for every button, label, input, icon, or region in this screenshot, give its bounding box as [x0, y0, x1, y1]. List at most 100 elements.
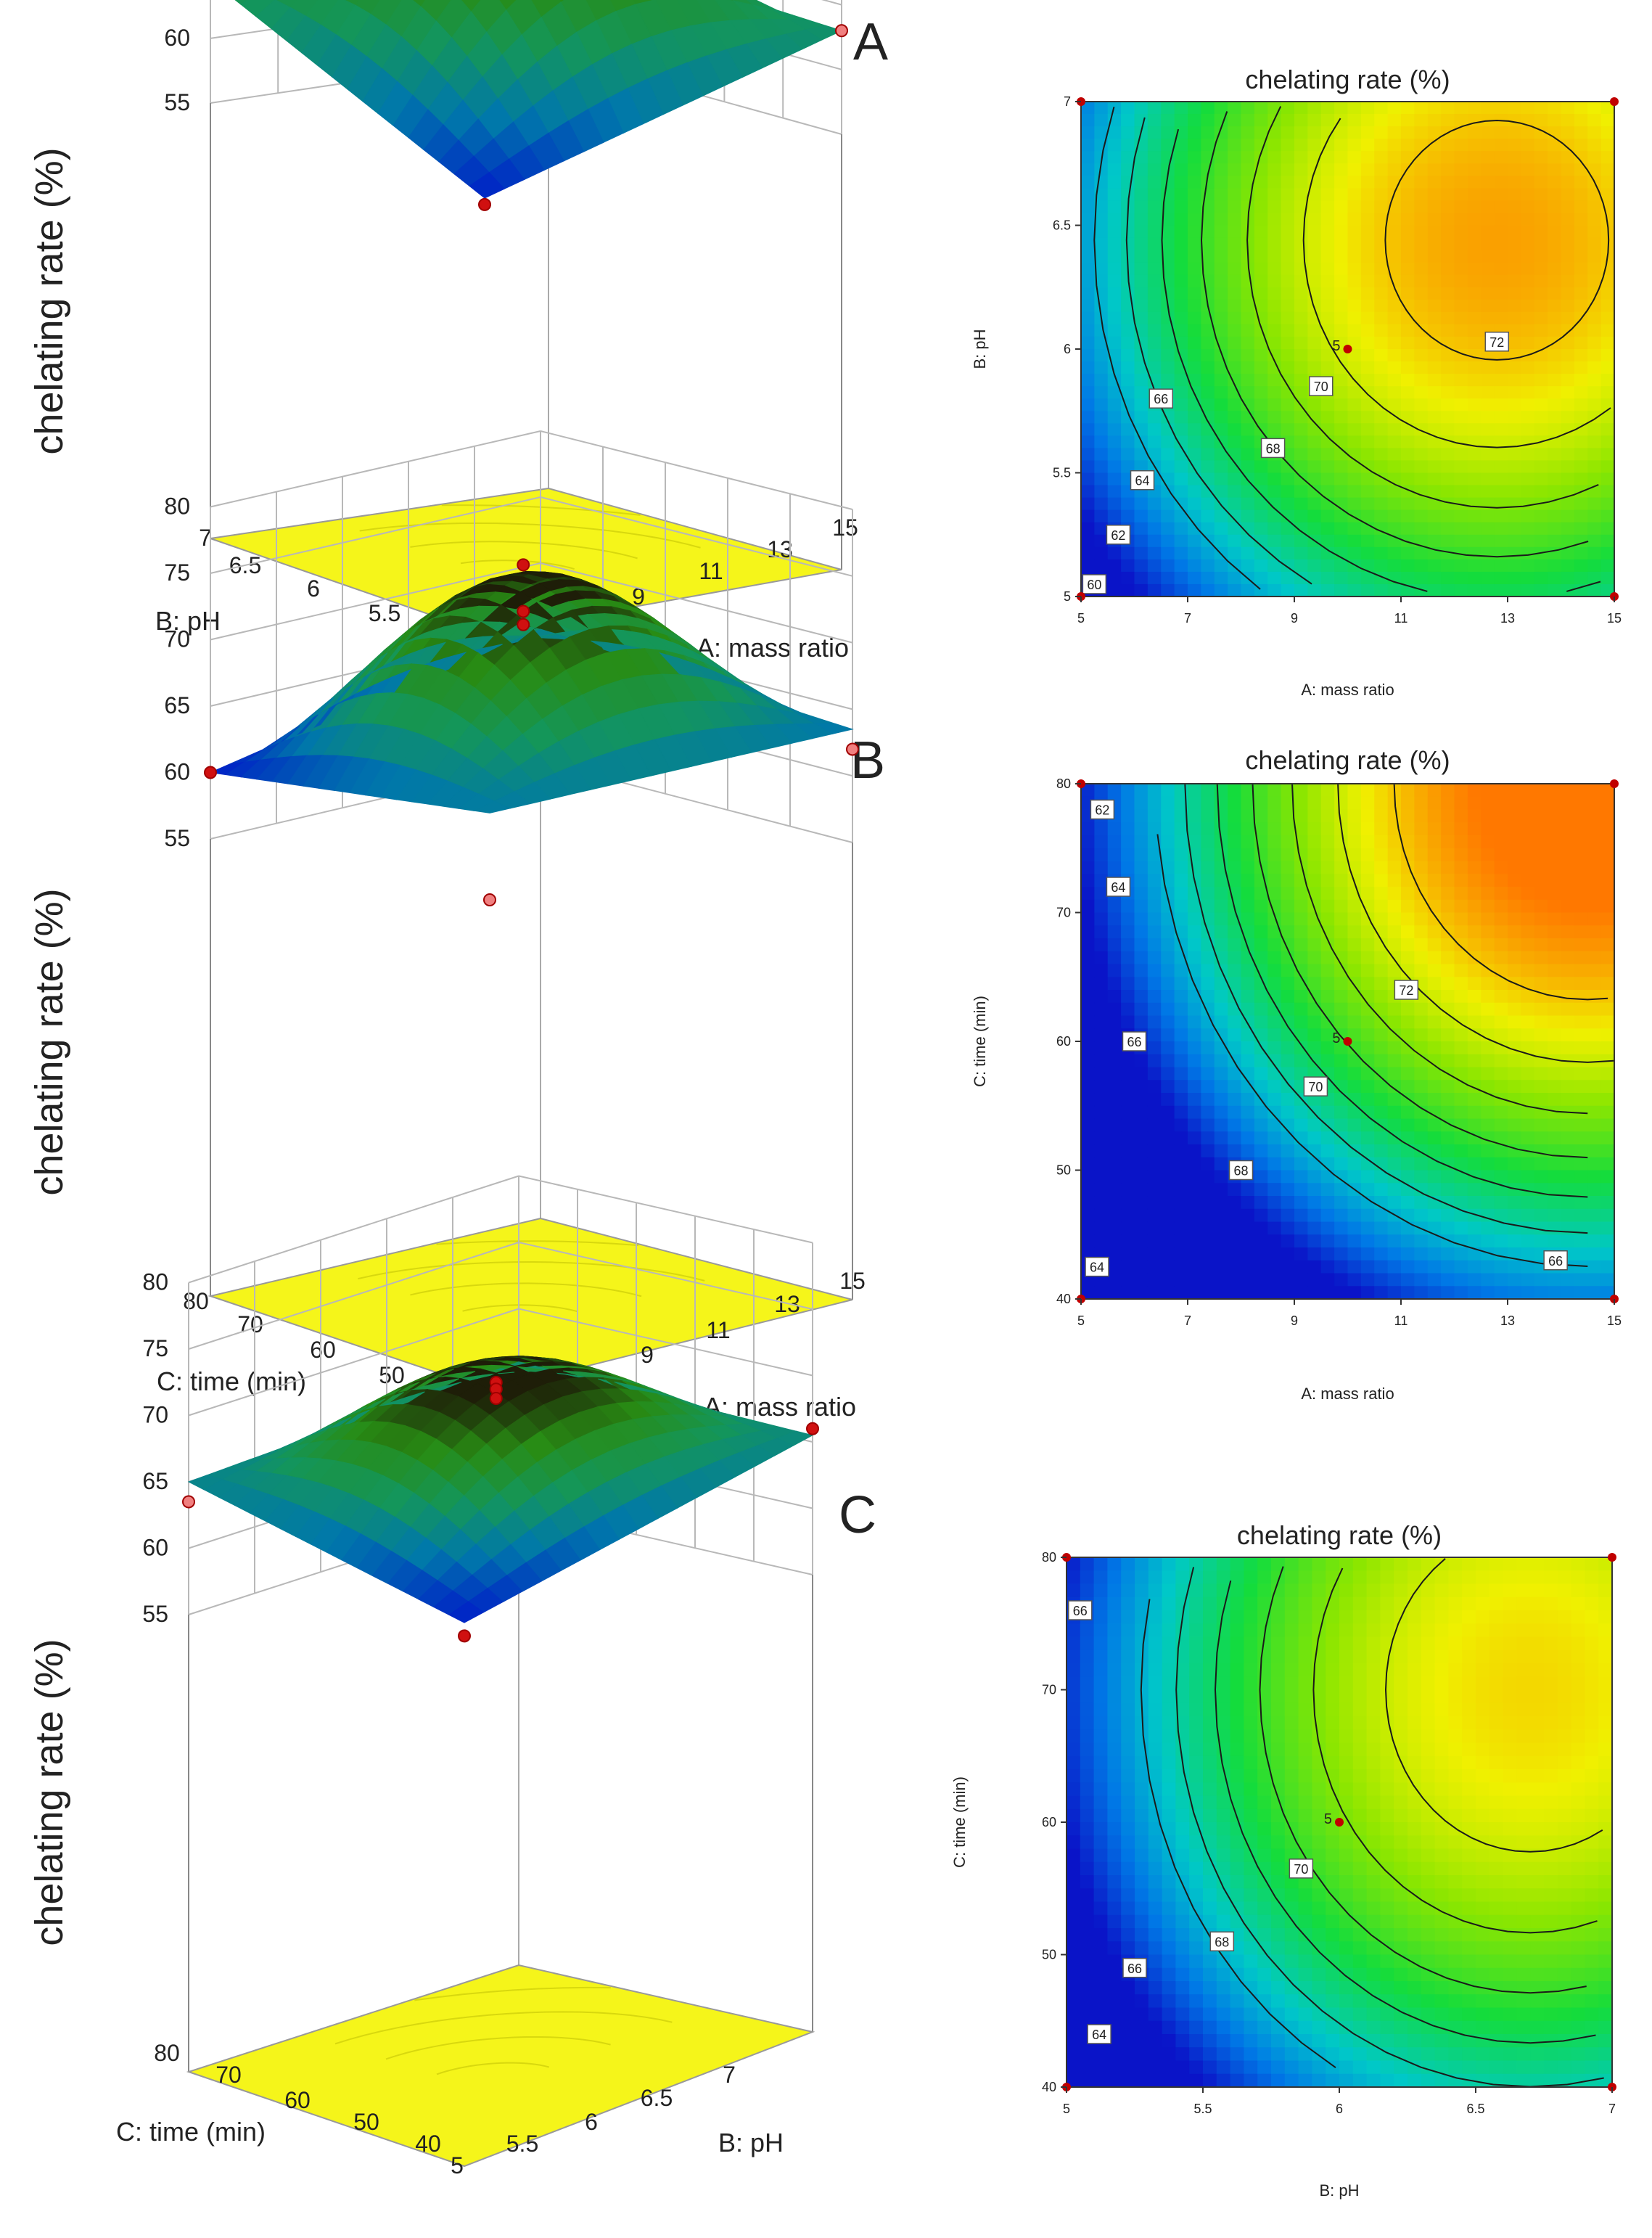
contour-fill-cell — [1067, 1623, 1081, 1638]
contour-fill-cell — [1254, 1260, 1268, 1274]
contour-fill-cell — [1360, 435, 1375, 448]
contour-fill-cell — [1147, 274, 1162, 288]
contour-fill-cell — [1230, 1888, 1244, 1903]
contour-fill-cell — [1441, 151, 1455, 164]
contour-fill-cell — [1121, 287, 1135, 300]
contour-fill-cell — [1307, 1015, 1322, 1029]
contour-fill-cell — [1454, 262, 1468, 276]
contour-fill-cell — [1134, 990, 1148, 1004]
contour-fill-cell — [1135, 1649, 1149, 1664]
contour-fill-cell — [1081, 497, 1095, 511]
contour-fill-cell — [1561, 324, 1575, 337]
contour-fill-cell — [1441, 1131, 1455, 1145]
contour-fill-cell — [1481, 1105, 1495, 1120]
contour-fill-cell — [1481, 126, 1495, 139]
contour-fill-cell — [1214, 534, 1228, 548]
contour-fill-cell — [1294, 472, 1308, 486]
contour-fill-cell — [1134, 559, 1148, 573]
contour-fill-cell — [1134, 460, 1148, 474]
contour-fill-cell — [1467, 200, 1482, 214]
contour-fill-cell — [1188, 374, 1201, 387]
x-tick-label: 7 — [1184, 611, 1191, 626]
contour-fill-cell — [1135, 1848, 1149, 1863]
x-tick-label: 9 — [1291, 611, 1298, 626]
contour-fill-cell — [1414, 460, 1429, 474]
contour-fill-cell — [1294, 213, 1308, 226]
contour-fill-cell — [1214, 1118, 1228, 1132]
contour-fill-cell — [1561, 977, 1575, 991]
contour-fill-cell — [1548, 1183, 1562, 1197]
contour-fill-cell — [1574, 435, 1588, 448]
contour-fill-cell — [1387, 546, 1402, 560]
contour-fill-cell — [1121, 951, 1135, 965]
contour-fill-cell — [1374, 349, 1389, 362]
contour-fill-cell — [1294, 951, 1308, 965]
contour-fill-cell — [1067, 1861, 1081, 1876]
contour-fill-cell — [1548, 583, 1562, 597]
contour-fill-cell — [1188, 899, 1201, 914]
contour-fill-cell — [1534, 237, 1548, 251]
contour-fill-cell — [1360, 925, 1375, 939]
contour-fill-cell — [1548, 1170, 1562, 1184]
contour-fill-cell — [1214, 509, 1228, 523]
contour-fill-cell — [1201, 835, 1215, 849]
contour-fill-cell — [1148, 1623, 1163, 1638]
contour-fill-cell — [1548, 374, 1562, 387]
contour-fill-cell — [1174, 435, 1188, 448]
contour-fill-cell — [1134, 188, 1148, 201]
contour-fill-cell — [1228, 1093, 1242, 1107]
contour-fill-cell — [1188, 583, 1201, 597]
contour-fill-cell — [1347, 1118, 1362, 1132]
contour-fill-cell — [1320, 522, 1335, 536]
contour-fill-cell — [1201, 460, 1215, 474]
contour-fill-cell — [1481, 386, 1495, 399]
contour-fill-cell — [1134, 151, 1148, 164]
contour-fill-cell — [1161, 1093, 1175, 1107]
contour-label: 68 — [1266, 441, 1281, 456]
contour-fill-cell — [1148, 1861, 1163, 1876]
contour-fill-cell — [1067, 1702, 1081, 1717]
contour-fill-cell — [1574, 250, 1588, 263]
contour-fill-cell — [1427, 809, 1442, 823]
y-tick-label: 5.5 — [369, 600, 400, 626]
contour-fill-cell — [1548, 796, 1562, 811]
contour-fill-cell — [1267, 163, 1282, 176]
contour-fill-cell — [1534, 448, 1548, 462]
contour-fill-cell — [1216, 1848, 1231, 1863]
contour-fill-cell — [1401, 1067, 1415, 1081]
contour-fill-cell — [1214, 237, 1228, 251]
contour-fill-cell — [1107, 349, 1122, 362]
contour-fill-cell — [1201, 977, 1215, 991]
contour-fill-cell — [1387, 126, 1402, 139]
contour-fill-cell — [1307, 398, 1322, 411]
contour-fill-cell — [1134, 448, 1148, 462]
contour-fill-cell — [1360, 784, 1375, 798]
contour-fill-cell — [1121, 899, 1135, 914]
contour-fill-cell — [1334, 374, 1349, 387]
y-tick-label: 60 — [284, 2087, 311, 2113]
contour-fill-cell — [1587, 1028, 1602, 1042]
contour-fill-cell — [1427, 1273, 1442, 1287]
contour-fill-cell — [1387, 435, 1402, 448]
contour-fill-cell — [1254, 324, 1268, 337]
contour-fill-cell — [1334, 1144, 1349, 1158]
contour-fill-cell — [1148, 2034, 1163, 2048]
contour-fill-cell — [1508, 1080, 1521, 1094]
contour-fill-cell — [1203, 1702, 1217, 1717]
contour-fill-cell — [1107, 485, 1122, 499]
contour-fill-cell — [1094, 1105, 1109, 1120]
contour-fill-cell — [1534, 835, 1548, 849]
contour-fill-cell — [1162, 1967, 1176, 1982]
contour-fill-cell — [1374, 262, 1389, 276]
contour-fill-cell — [1121, 1234, 1135, 1248]
contour-fill-cell — [1600, 336, 1615, 350]
contour-fill-cell — [1107, 1002, 1122, 1017]
contour-fill-cell — [1281, 809, 1295, 823]
contour-fill-cell — [1508, 411, 1521, 424]
contour-fill-cell — [1161, 250, 1175, 263]
contour-fill-cell — [1414, 176, 1429, 189]
contour-fill-cell — [1401, 822, 1415, 836]
contour-fill-cell — [1147, 861, 1162, 874]
contour-fill-cell — [1548, 102, 1562, 115]
contour-label-box — [1260, 438, 1286, 459]
